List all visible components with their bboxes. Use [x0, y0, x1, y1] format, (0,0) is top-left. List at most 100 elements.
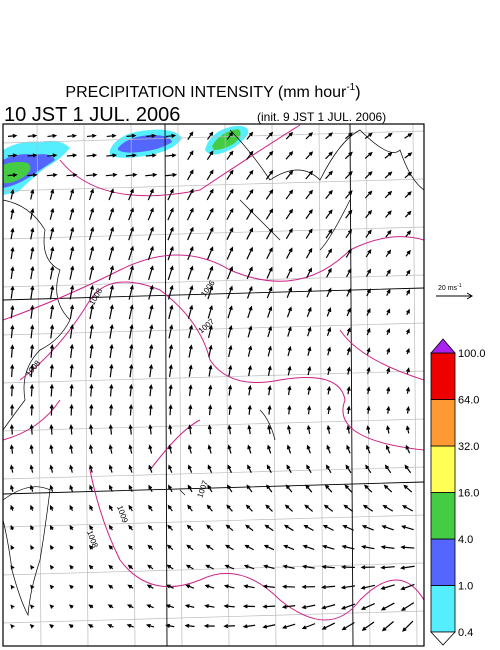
wind-arrow — [166, 133, 177, 138]
wind-arrow — [266, 484, 273, 493]
wind-arrow — [207, 464, 213, 473]
wind-arrow — [386, 367, 391, 375]
wind-arrow — [361, 621, 375, 631]
wind-arrow — [128, 444, 133, 454]
wind-arrow — [207, 484, 213, 493]
wind-arrow — [145, 172, 158, 178]
wind-arrow — [267, 444, 272, 454]
colorbar-label: 64.0 — [458, 395, 479, 407]
wind-arrow — [89, 383, 94, 397]
wind-arrow — [243, 564, 255, 570]
wind-arrow — [164, 172, 178, 178]
wind-arrow — [266, 131, 274, 140]
wind-arrow — [69, 188, 75, 201]
wind-arrow — [381, 525, 394, 531]
wind-arrow — [49, 265, 55, 280]
wind-arrow — [384, 171, 393, 179]
wind-arrow — [283, 524, 294, 532]
wind-arrow — [30, 524, 35, 531]
wind-arrow — [108, 188, 114, 201]
wind-arrow — [69, 444, 74, 454]
wind-arrow — [89, 504, 94, 512]
wind-arrow — [128, 464, 133, 473]
wind-arrow — [49, 424, 54, 435]
wind-arrow — [346, 366, 351, 375]
wind-arrow — [69, 343, 74, 359]
wind-arrow — [68, 604, 74, 609]
wind-arrow — [128, 484, 133, 492]
wind-arrow — [69, 246, 75, 260]
wind-arrow — [10, 624, 15, 629]
grid-line — [3, 274, 424, 288]
colorbar-segment — [430, 538, 456, 586]
wind-arrow — [345, 248, 352, 258]
wind-arrow — [226, 246, 234, 260]
wind-arrow — [49, 403, 54, 416]
grid-line — [271, 124, 277, 646]
wind-arrow — [166, 544, 174, 551]
wind-arrow — [286, 464, 292, 474]
wind-arrow — [147, 564, 154, 570]
wind-arrow — [405, 386, 411, 394]
wind-arrow — [285, 227, 293, 240]
wind-arrow — [224, 564, 235, 570]
wind-arrow — [226, 188, 234, 201]
wind-arrow — [167, 524, 174, 531]
wind-arrow — [29, 363, 35, 378]
wind-arrow — [167, 284, 174, 300]
wind-arrow — [10, 227, 15, 240]
wind-arrow — [364, 132, 373, 140]
wind-arrow — [66, 172, 78, 178]
wind-arrow — [366, 386, 371, 395]
wind-arrow — [148, 324, 154, 339]
wind-arrow — [284, 504, 294, 512]
grid-line — [318, 124, 324, 646]
wind-arrow — [108, 284, 114, 300]
wind-arrow — [89, 284, 95, 300]
wind-arrow — [148, 284, 154, 300]
wind-arrow — [207, 424, 212, 435]
wind-arrow — [145, 153, 157, 158]
wind-arrow — [88, 424, 94, 435]
wind-arrow — [306, 287, 312, 298]
wind-arrow — [247, 345, 253, 357]
wind-arrow — [246, 131, 254, 140]
wind-arrow — [147, 524, 153, 531]
wind-arrow — [108, 245, 115, 261]
wind-arrow — [9, 444, 14, 454]
wind-arrow — [226, 207, 234, 221]
wind-arrow — [203, 623, 215, 629]
wind-arrow — [344, 151, 353, 160]
wind-arrow — [89, 464, 93, 473]
wind-arrow — [265, 504, 273, 512]
wind-arrow — [128, 226, 134, 241]
wind-arrow — [365, 464, 372, 474]
wind-arrow — [10, 584, 15, 590]
grid-line — [130, 124, 136, 646]
wind-arrow — [405, 269, 411, 277]
colorbar: 0.4 1.0 4.0 16.0 32.0 64.0 100.0 — [430, 338, 486, 646]
grid-line — [3, 226, 424, 240]
wind-arrow — [128, 424, 133, 435]
wind-arrow — [147, 226, 154, 241]
wind-arrow — [325, 132, 333, 140]
wind-arrow — [246, 246, 253, 260]
colorbar-label: 16.0 — [458, 488, 479, 500]
wind-arrow — [128, 304, 134, 320]
wind-arrow — [89, 324, 94, 339]
wind-arrow — [305, 151, 314, 160]
wind-arrow — [405, 405, 411, 414]
wind-arrow — [228, 344, 233, 358]
wind-arrow — [286, 306, 292, 318]
wind-arrow — [89, 403, 94, 416]
wind-arrow — [88, 188, 94, 201]
wind-arrow — [10, 246, 15, 260]
wind-arrow — [246, 266, 253, 280]
wind-arrow — [247, 404, 252, 415]
wind-arrow — [384, 190, 393, 199]
wind-arrow — [285, 150, 294, 160]
wind-arrow — [267, 305, 273, 318]
wind-arrow — [304, 504, 314, 512]
wind-arrow — [283, 544, 295, 551]
wind-arrow — [402, 505, 414, 512]
